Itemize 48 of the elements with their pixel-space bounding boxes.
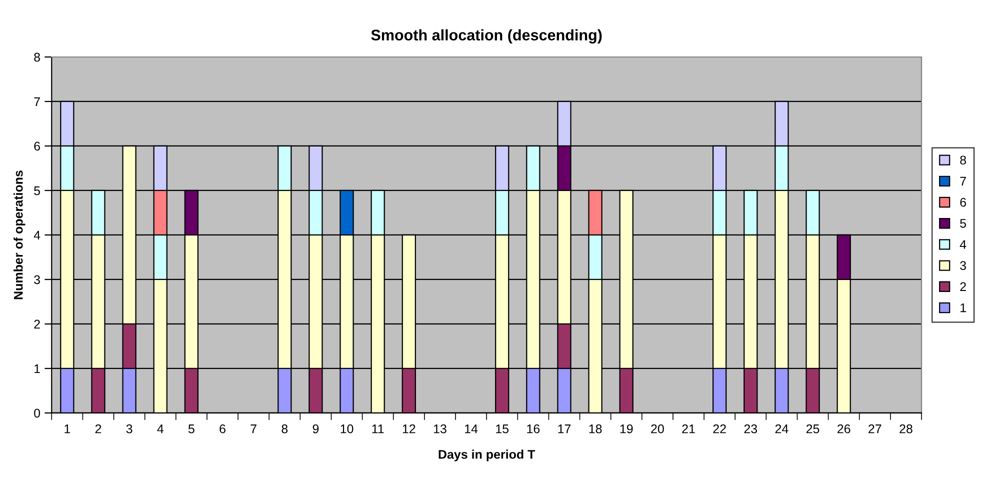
x-tick-label: 2 bbox=[95, 424, 102, 434]
x-tick-label: 5 bbox=[188, 424, 194, 434]
x-tick-label: 4 bbox=[157, 424, 164, 434]
x-tick-label: 1 bbox=[64, 424, 70, 434]
x-tick-label: 3 bbox=[126, 424, 132, 434]
x-tick-label: 14 bbox=[465, 424, 478, 434]
x-tick-label: 8 bbox=[282, 424, 288, 434]
x-tick-label: 19 bbox=[620, 424, 633, 434]
x-tick-label: 10 bbox=[340, 424, 354, 434]
x-tick-label: 17 bbox=[558, 424, 571, 434]
legend-label: 4 bbox=[960, 240, 966, 249]
y-tick-label: 0 bbox=[34, 408, 40, 418]
legend-label: 6 bbox=[960, 198, 966, 207]
y-tick-label: 7 bbox=[34, 97, 40, 106]
x-tick-label: 21 bbox=[682, 424, 695, 434]
x-tick-label: 15 bbox=[496, 424, 509, 434]
y-tick-label: 5 bbox=[34, 186, 40, 196]
x-tick-label: 20 bbox=[651, 424, 664, 434]
x-tick-label: 28 bbox=[900, 424, 912, 434]
x-tick-label: 7 bbox=[250, 424, 256, 434]
x-tick-label: 16 bbox=[527, 424, 540, 434]
x-tick-label: 6 bbox=[220, 424, 226, 434]
y-tick-label: 8 bbox=[34, 52, 40, 62]
x-tick-label: 9 bbox=[312, 424, 319, 434]
legend-label: 5 bbox=[960, 219, 966, 228]
legend-label: 7 bbox=[960, 176, 966, 186]
y-tick-label: 3 bbox=[34, 275, 40, 284]
x-tick-label: 22 bbox=[713, 424, 726, 434]
y-tick-label: 4 bbox=[34, 230, 40, 240]
legend-label: 3 bbox=[960, 261, 966, 270]
chart-title: Smooth allocation (descending) bbox=[371, 29, 602, 44]
y-axis-title: Number of operations bbox=[14, 170, 26, 300]
x-tick-label: 18 bbox=[589, 424, 602, 434]
x-tick-label: 26 bbox=[838, 424, 850, 434]
y-tick-label: 1 bbox=[34, 364, 40, 373]
x-axis-title: Days in period T bbox=[438, 450, 536, 462]
legend-label: 8 bbox=[960, 156, 966, 165]
x-tick-label: 24 bbox=[775, 424, 788, 434]
legend-label: 1 bbox=[960, 303, 966, 312]
x-tick-label: 11 bbox=[372, 424, 384, 434]
x-tick-label: 13 bbox=[434, 424, 446, 434]
x-tick-label: 27 bbox=[868, 424, 882, 434]
x-tick-label: 12 bbox=[402, 424, 416, 434]
x-tick-label: 23 bbox=[744, 424, 758, 434]
x-tick-label: 25 bbox=[806, 424, 820, 434]
legend-label: 2 bbox=[960, 282, 966, 291]
y-tick-label: 6 bbox=[34, 142, 40, 151]
y-tick-label: 2 bbox=[34, 320, 40, 328]
